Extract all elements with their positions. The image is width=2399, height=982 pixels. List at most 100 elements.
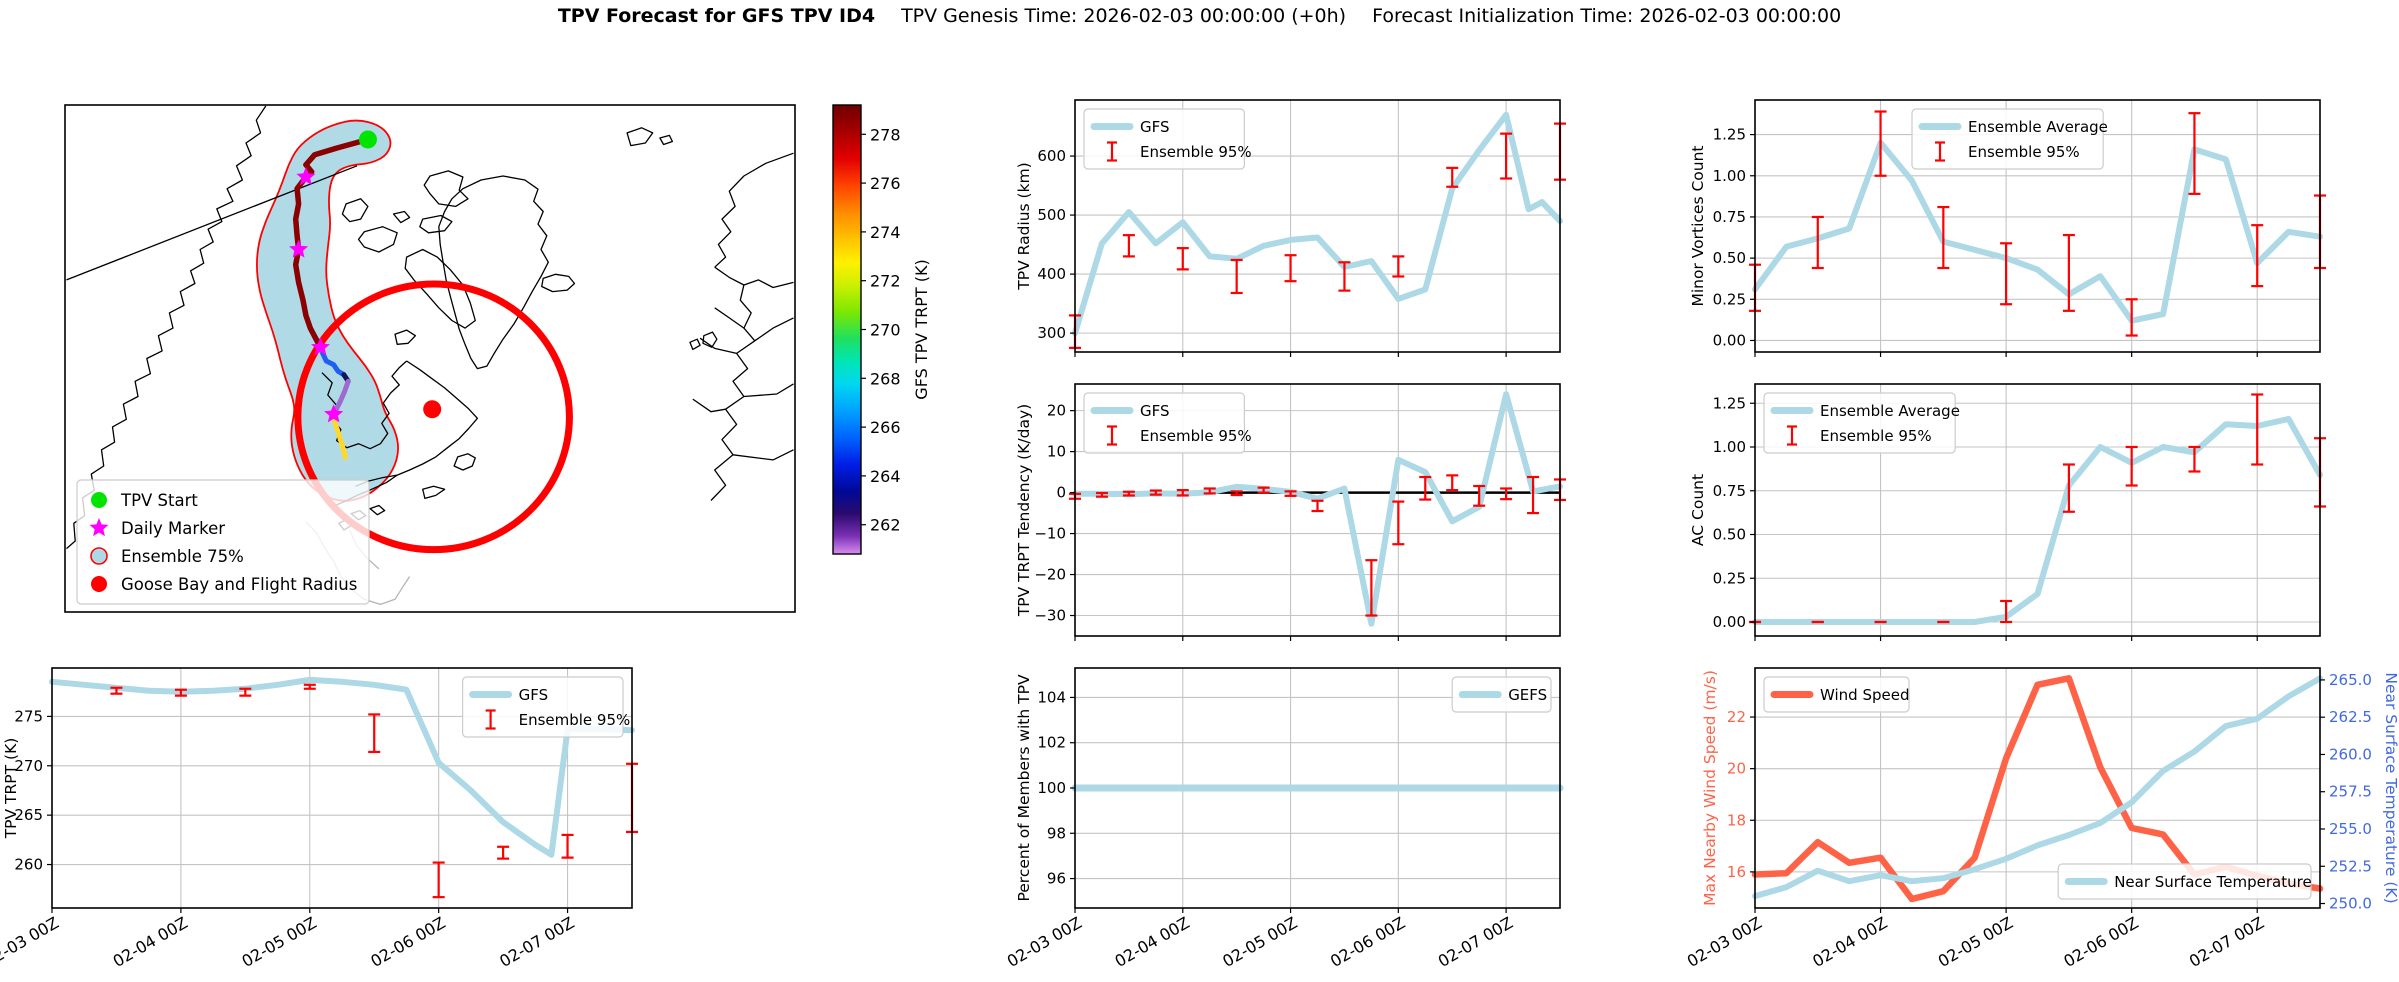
ytick-label: 0.50 bbox=[1713, 526, 1746, 544]
axes-frame bbox=[1754, 667, 2321, 909]
chart-wind: 16 18 20 22 02-03 00Z 02-04 00Z 02-05 00Z 02-06… bbox=[1684, 667, 2399, 971]
series-ensemble-average bbox=[1752, 139, 2323, 324]
ytick-label: −10 bbox=[1034, 525, 1066, 543]
ensemble-region-icon bbox=[90, 547, 108, 565]
tpv-start-marker bbox=[358, 130, 377, 149]
ytick-label: 500 bbox=[1037, 206, 1066, 224]
flight-radius-circle bbox=[294, 280, 573, 554]
ytick-label: −30 bbox=[1034, 607, 1066, 625]
tpv-start-icon bbox=[91, 492, 107, 508]
legend-label: Ensemble 95% bbox=[1140, 427, 1252, 445]
ytick-label: 265 bbox=[14, 806, 43, 824]
right-ytick-label: 260.0 bbox=[2329, 745, 2372, 763]
tick-marks bbox=[47, 715, 569, 913]
percent-members-plot-panel: 96 98 100 102 104 02-03 00Z 02-04 00Z 02-05 00Z… bbox=[1004, 667, 1564, 971]
wind-temp-plot-panel: 16 18 20 22 02-03 00Z 02-04 00Z 02-05 00Z 02-06… bbox=[1684, 667, 2399, 971]
xtick-label: 02-03 00Z bbox=[0, 913, 62, 971]
legend: GFS Ensemble 95% bbox=[1083, 108, 1252, 170]
ytick-label: 16 bbox=[1727, 863, 1746, 881]
y-axis-label: TPV Radius (km) bbox=[1015, 162, 1033, 290]
ytick-label: 1.25 bbox=[1713, 394, 1746, 412]
xtick-label: 02-03 00Z bbox=[1684, 913, 1765, 971]
ytick-label: 0.25 bbox=[1713, 290, 1746, 308]
legend-label: Ensemble Average bbox=[1968, 118, 2108, 136]
legend: Wind Speed bbox=[1763, 676, 1910, 713]
tick-marks bbox=[1750, 716, 2258, 913]
ytick-label: 0.50 bbox=[1713, 249, 1746, 267]
ytick-label: 0.75 bbox=[1713, 482, 1746, 500]
tick-marks bbox=[1070, 696, 1507, 913]
axes-frame bbox=[1074, 383, 1561, 637]
y-axis-label: Minor Vortices Count bbox=[1689, 145, 1707, 306]
daily-marker-icon bbox=[89, 518, 109, 537]
ytick-label: 270 bbox=[14, 757, 43, 775]
ytick-label: 1.00 bbox=[1713, 167, 1746, 185]
tick-marks bbox=[1750, 133, 2258, 357]
series-gfs bbox=[49, 676, 635, 858]
ytick-label: 10 bbox=[1047, 443, 1066, 461]
daily-marker-star bbox=[311, 337, 330, 356]
legend: GEFS bbox=[1451, 676, 1552, 713]
ac-count-plot-panel: 0.00 0.25 0.50 0.75 1.00 1.25 AC Count Ensemble… bbox=[1689, 383, 2326, 641]
colorbar-tick-label: 276 bbox=[870, 174, 901, 193]
legend-errorbar-swatch bbox=[1934, 141, 1945, 162]
ytick-label: 0 bbox=[1056, 484, 1066, 502]
right-ytick-label: 255.0 bbox=[2329, 820, 2372, 838]
xtick-label: 02-07 00Z bbox=[2186, 913, 2267, 971]
ensemble-75-region bbox=[256, 119, 399, 502]
ytick-label: 0.25 bbox=[1713, 569, 1746, 587]
legend-errorbar-swatch bbox=[1107, 141, 1117, 162]
colorbar-tick-label: 270 bbox=[870, 321, 901, 340]
legend-label: Ensemble 95% bbox=[519, 711, 631, 729]
map-canvas: TPV Start Daily Marker Ensemble 75% Goose B… bbox=[64, 104, 796, 613]
colorbar-tick-label: 264 bbox=[870, 467, 901, 486]
tpv-trpt-plot-panel: 260 265 270 275 02-03 00Z 02-04 00Z 02-05 00Z 0… bbox=[0, 667, 638, 971]
map-frame bbox=[64, 104, 796, 613]
chart-trpt: 260 265 270 275 02-03 00Z 02-04 00Z 02-05 00Z 0… bbox=[0, 667, 638, 971]
legend-errorbar-swatch bbox=[1787, 425, 1797, 446]
right-ytick-label: 262.5 bbox=[2329, 708, 2372, 726]
ytick-label: 0.00 bbox=[1713, 613, 1746, 631]
goose-bay-marker bbox=[423, 400, 442, 419]
colorbar-tick-label: 278 bbox=[870, 125, 901, 144]
legend-label: GFS bbox=[519, 686, 549, 704]
right-ytick-label: 250.0 bbox=[2329, 895, 2372, 913]
y-axis-label: Percent of Members with TPV bbox=[1015, 674, 1033, 902]
series-gfs bbox=[1072, 111, 1563, 337]
title-main: TPV Forecast for GFS TPV ID4 bbox=[557, 5, 876, 27]
xtick-label: 02-07 00Z bbox=[1435, 913, 1516, 971]
colorbar-tick-label: 266 bbox=[870, 418, 901, 437]
chart-minor: 0.00 0.25 0.50 0.75 1.00 1.25 Minor Vortices C… bbox=[1689, 99, 2326, 357]
map-legend-label: TPV Start bbox=[120, 491, 198, 510]
xtick-label: 02-06 00Z bbox=[1327, 913, 1408, 971]
legend-label: Ensemble 95% bbox=[1140, 143, 1252, 161]
ytick-label: 1.00 bbox=[1713, 438, 1746, 456]
tpv-trpt-tendency-plot-panel: −30 −20 −10 0 10 20 TPV TRPT Tendency (K/day) G… bbox=[1015, 383, 1566, 641]
colorbar-tick-label: 262 bbox=[870, 516, 901, 535]
tick-marks bbox=[1070, 155, 1507, 357]
figure-title: TPV Forecast for GFS TPV ID4 TPV Genesis … bbox=[0, 5, 2399, 27]
y-axis-label: TPV TRPT (K) bbox=[2, 738, 20, 840]
legend-errorbar-swatch bbox=[1107, 425, 1117, 446]
legend-label: Ensemble 95% bbox=[1820, 427, 1932, 445]
ytick-label: 1.25 bbox=[1713, 126, 1746, 144]
ytick-label: 20 bbox=[1047, 402, 1066, 420]
legend-label: Near Surface Temperature bbox=[2114, 873, 2312, 891]
ytick-label: 400 bbox=[1037, 265, 1066, 283]
ytick-label: 0.00 bbox=[1713, 331, 1746, 349]
tpv-track-segment-4 bbox=[331, 378, 351, 417]
y-axis-label: Max Nearby Wind Speed (m/s) bbox=[1701, 670, 1719, 906]
legend-label: GFS bbox=[1140, 118, 1170, 136]
colorbar: 278 276 274 272 270 268 266 264 262 GFS TPV TRPT … bbox=[832, 104, 931, 555]
xtick-label: 02-05 00Z bbox=[238, 913, 319, 971]
xtick-label: 02-04 00Z bbox=[1809, 913, 1890, 971]
tpv-radius-plot-panel: 300 400 500 600 TPV Radius (km) GFS Ensemble 9… bbox=[1015, 99, 1566, 357]
legend: Ensemble Average Ensemble 95% bbox=[1911, 108, 2108, 170]
series-near-surface-temperature bbox=[1752, 675, 2323, 900]
legend: Near Surface Temperature bbox=[2057, 863, 2312, 900]
ytick-label: 98 bbox=[1047, 824, 1066, 842]
chart-ac: 0.00 0.25 0.50 0.75 1.00 1.25 AC Count Ensemble… bbox=[1689, 383, 2326, 641]
tick-marks bbox=[1750, 402, 2258, 641]
axes-frame bbox=[1074, 99, 1561, 353]
